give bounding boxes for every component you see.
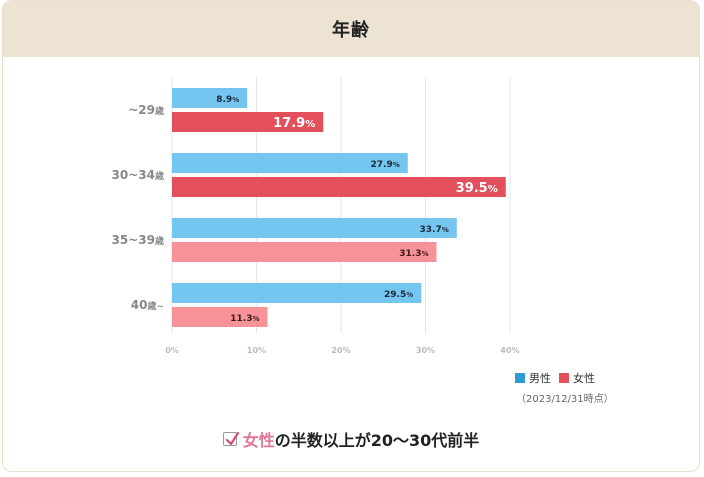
data-label-male: 8.9% [216, 95, 239, 105]
bar-female [172, 112, 324, 132]
bar-female [172, 177, 506, 197]
date-footnote: （2023/12/31時点） [516, 394, 614, 405]
category-label: ~29歳 [128, 103, 164, 117]
summary-text: の半数以上が20～30代前半 [274, 431, 480, 450]
bar-male [172, 88, 248, 108]
legend-item-male: 男性 [515, 370, 551, 386]
bar-male [172, 153, 408, 173]
legend-swatch-male [515, 373, 525, 383]
bar-female [172, 242, 437, 262]
age-bar-chart: 0% 10% 20% 30% 40% ~29歳 8.9% 17.9% 30~34歳 27.9% 39… [112, 77, 520, 355]
x-tick-label: 10% [247, 346, 266, 355]
category-label: 30~34歳 [112, 168, 164, 182]
summary-line: 女性 の半数以上が20～30代前半 [3, 427, 699, 451]
bar-male [172, 283, 422, 303]
legend-label-female: 女性 [573, 372, 595, 385]
card-header: 年齢 [3, 1, 699, 57]
data-label-female: 11.3% [230, 314, 259, 324]
category-label: 40歳~ [131, 298, 164, 312]
x-tick-label: 0% [165, 346, 179, 355]
x-tick-label: 30% [416, 346, 435, 355]
x-tick-label: 40% [500, 346, 519, 355]
card-title: 年齢 [332, 20, 370, 41]
data-label-female: 39.5% [456, 181, 498, 196]
data-label-female: 17.9% [273, 116, 315, 131]
category-label: 35~39歳 [112, 233, 164, 247]
legend-item-female: 女性 [559, 370, 595, 386]
check-icon [222, 431, 239, 446]
legend-swatch-female [559, 373, 569, 383]
x-tick-label: 20% [331, 346, 350, 355]
bar-male [172, 218, 457, 238]
data-label-male: 29.5% [384, 290, 413, 300]
data-label-male: 33.7% [420, 225, 449, 235]
chart-legend: 男性 女性 [515, 370, 603, 386]
data-label-female: 31.3% [399, 249, 428, 259]
summary-highlight: 女性 [242, 431, 275, 450]
data-label-male: 27.9% [371, 160, 400, 170]
legend-label-male: 男性 [529, 372, 551, 385]
bar-female [172, 307, 268, 327]
